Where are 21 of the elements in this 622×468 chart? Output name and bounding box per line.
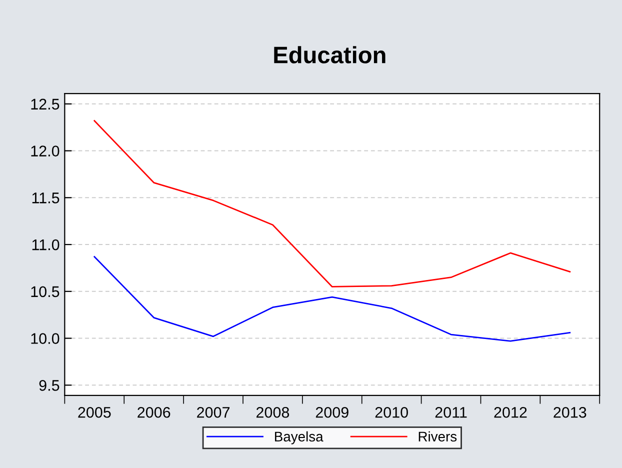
y-tick-label: 10.0	[31, 333, 60, 344]
y-tick-label: 11.5	[32, 192, 60, 204]
y-tick-label: 12.0	[31, 146, 60, 156]
y-tick-label: 11.0	[32, 239, 60, 250]
x-tick-label: 2005	[78, 406, 111, 418]
x-tick-label: 2013	[554, 406, 586, 418]
y-tick-label: 12.5	[31, 98, 60, 110]
x-tick-label: 2010	[375, 406, 408, 418]
x-tick-label: 2008	[256, 406, 290, 418]
line-series	[94, 256, 571, 342]
legend-label: Rivers	[418, 431, 457, 442]
y-tick-label: 9.5	[39, 380, 60, 391]
chart-title: Education	[274, 46, 386, 64]
x-tick-label: 2012	[494, 406, 527, 418]
x-tick-label: 2006	[138, 406, 170, 418]
line-series	[94, 120, 571, 288]
legend-label: Bayelsa	[275, 431, 324, 444]
x-tick-label: 2009	[316, 406, 348, 418]
x-tick-label: 2007	[197, 406, 230, 418]
y-tick-label: 10.5	[31, 286, 60, 298]
x-tick-label: 2011	[435, 406, 467, 418]
